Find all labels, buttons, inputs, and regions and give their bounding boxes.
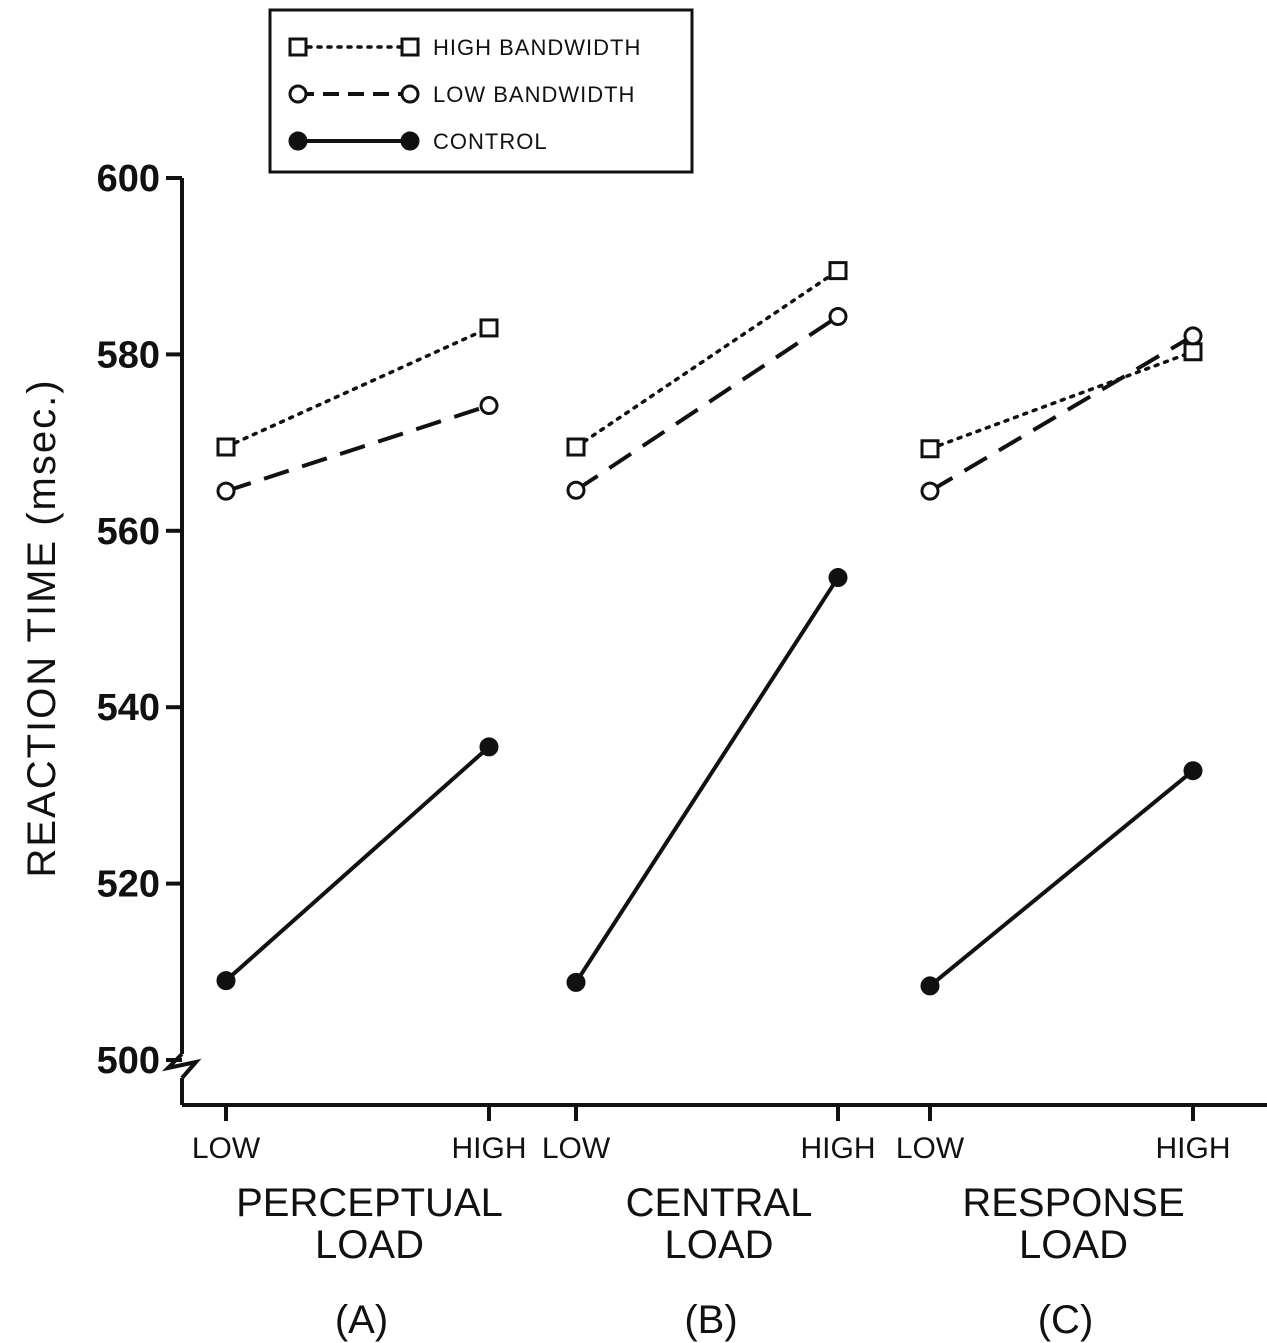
- data-point-high: [920, 439, 940, 459]
- panel-label: (C): [1038, 1298, 1094, 1342]
- y-tick-label: 560: [97, 511, 160, 553]
- axis-break: [161, 1052, 202, 1080]
- data-point-low: [566, 480, 586, 500]
- data-point-control: [216, 971, 236, 991]
- legend-label-control: CONTROL: [433, 129, 548, 154]
- legend-box: [268, 8, 694, 174]
- data-point-high: [566, 437, 586, 457]
- group-label-line1: RESPONSE: [962, 1181, 1184, 1225]
- series-line-low: [225, 403, 490, 494]
- group-label-line1: PERCEPTUAL: [236, 1181, 503, 1225]
- y-tick-label: 600: [97, 158, 160, 200]
- data-point-low: [479, 396, 499, 416]
- y-tick-label: 580: [97, 334, 160, 376]
- data-point-low: [920, 481, 940, 501]
- y-axis-title: REACTION TIME (msec.): [20, 378, 64, 877]
- legend-label-low: LOW BANDWIDTH: [433, 82, 635, 107]
- data-point-low: [216, 481, 236, 501]
- series-line-high: [928, 350, 1195, 451]
- x-tick-label: LOW: [896, 1132, 965, 1165]
- data-point-low: [828, 306, 848, 326]
- x-tick-label: LOW: [542, 1132, 611, 1165]
- legend-marker-control: [288, 131, 308, 151]
- data-point-high: [1183, 342, 1203, 362]
- legend-marker-control: [400, 131, 420, 151]
- legend-marker-high: [288, 37, 308, 57]
- y-tick-label: 520: [97, 864, 160, 906]
- x-tick-label: HIGH: [801, 1132, 876, 1165]
- y-tick-label: 540: [97, 687, 160, 729]
- legend-label-high: HIGH BANDWIDTH: [433, 35, 641, 60]
- data-point-control: [828, 568, 848, 588]
- series-line-high: [574, 268, 840, 449]
- y-tick-label: 500: [97, 1040, 160, 1082]
- data-point-control: [1183, 761, 1203, 781]
- x-tick-label: LOW: [192, 1132, 261, 1165]
- group-label-line2: LOAD: [1019, 1223, 1128, 1267]
- series-line-high: [224, 326, 491, 449]
- data-point-high: [479, 318, 499, 338]
- data-point-control: [566, 972, 586, 992]
- x-tick-label: HIGH: [1156, 1132, 1231, 1165]
- panel-label: (A): [335, 1298, 388, 1342]
- legend-marker-high: [400, 37, 420, 57]
- panel-label: (B): [684, 1298, 737, 1342]
- x-tick-label: HIGH: [452, 1132, 527, 1165]
- series-line-control: [224, 745, 491, 983]
- data-point-high: [216, 437, 236, 457]
- group-label-line2: LOAD: [315, 1223, 424, 1267]
- data-point-control: [479, 737, 499, 757]
- series-line-control: [574, 576, 840, 984]
- legend-marker-low: [288, 84, 308, 104]
- legend: HIGH BANDWIDTH LOW BANDWIDTH CONTROL: [268, 8, 694, 174]
- series-line-low: [928, 334, 1195, 493]
- data-point-control: [920, 976, 940, 996]
- legend-marker-low: [400, 84, 420, 104]
- data-point-low: [1183, 326, 1203, 346]
- group-label-line1: CENTRAL: [626, 1181, 813, 1225]
- series-layer: [216, 261, 1203, 996]
- data-point-high: [828, 261, 848, 281]
- series-line-control: [928, 769, 1195, 988]
- series-line-low: [574, 314, 840, 492]
- group-label-line2: LOAD: [665, 1223, 774, 1267]
- axes: 500 520 540 560 580 600: [97, 158, 1267, 1121]
